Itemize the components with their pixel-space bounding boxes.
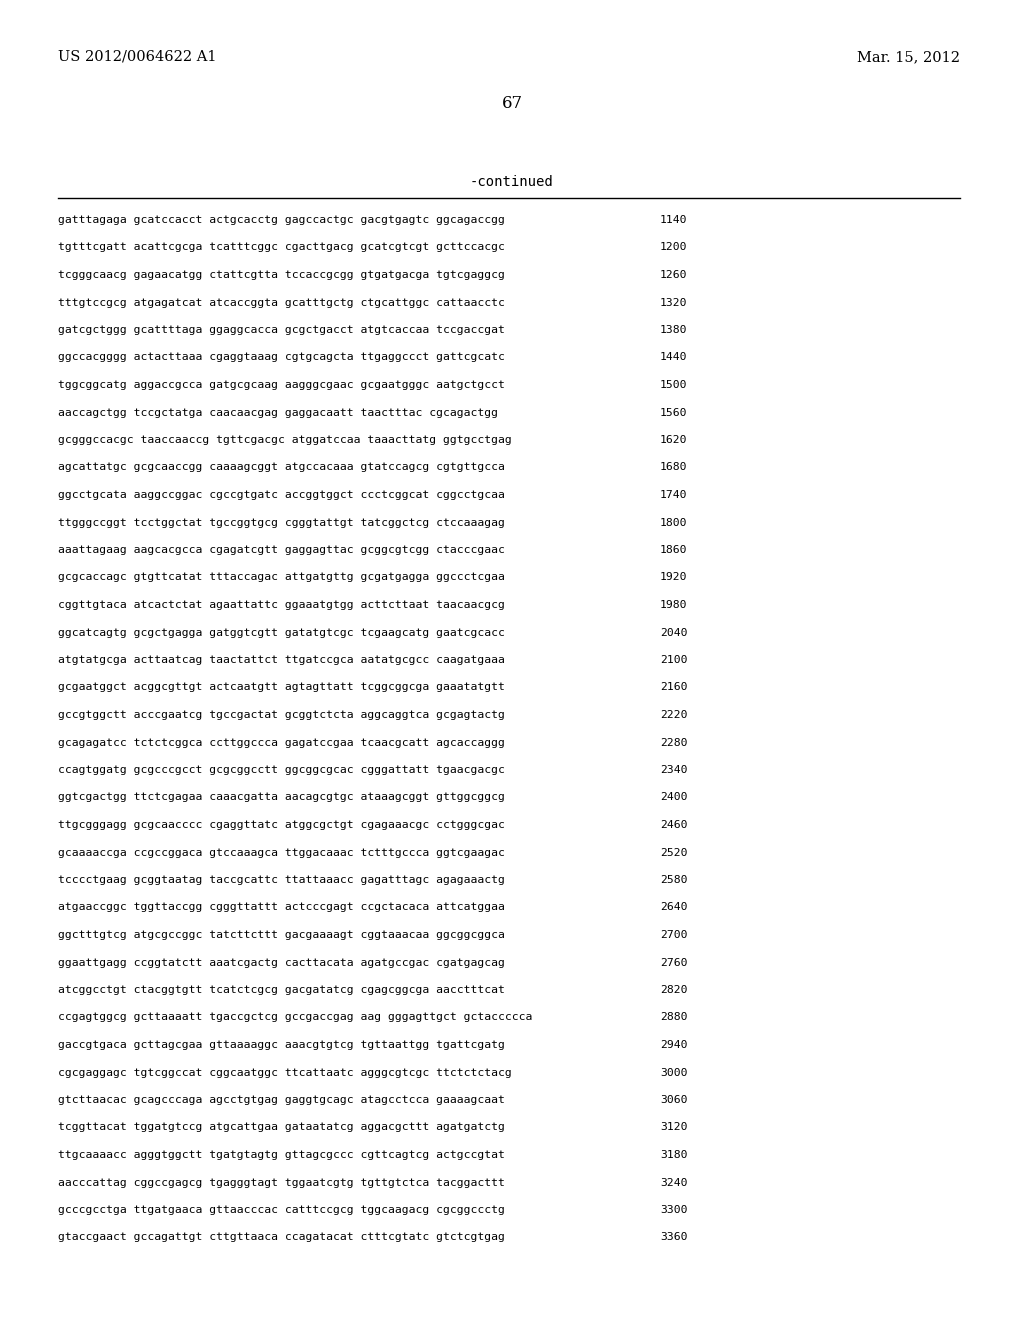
- Text: -continued: -continued: [470, 176, 554, 189]
- Text: ttgcaaaacc agggtggctt tgatgtagtg gttagcgccc cgttcagtcg actgccgtat: ttgcaaaacc agggtggctt tgatgtagtg gttagcg…: [58, 1150, 505, 1160]
- Text: tcggttacat tggatgtccg atgcattgaa gataatatcg aggacgcttt agatgatctg: tcggttacat tggatgtccg atgcattgaa gataata…: [58, 1122, 505, 1133]
- Text: aaattagaag aagcacgcca cgagatcgtt gaggagttac gcggcgtcgg ctacccgaac: aaattagaag aagcacgcca cgagatcgtt gaggagt…: [58, 545, 505, 554]
- Text: ttgcgggagg gcgcaacccc cgaggttatc atggcgctgt cgagaaacgc cctgggcgac: ttgcgggagg gcgcaacccc cgaggttatc atggcgc…: [58, 820, 505, 830]
- Text: atgtatgcga acttaatcag taactattct ttgatccgca aatatgcgcc caagatgaaa: atgtatgcga acttaatcag taactattct ttgatcc…: [58, 655, 505, 665]
- Text: atgaaccggc tggttaccgg cgggttattt actcccgagt ccgctacaca attcatggaa: atgaaccggc tggttaccgg cgggttattt actcccg…: [58, 903, 505, 912]
- Text: ggccacgggg actacttaaa cgaggtaaag cgtgcagcta ttgaggccct gattcgcatc: ggccacgggg actacttaaa cgaggtaaag cgtgcag…: [58, 352, 505, 363]
- Text: 1860: 1860: [660, 545, 687, 554]
- Text: ttgggccggt tcctggctat tgccggtgcg cgggtattgt tatcggctcg ctccaaagag: ttgggccggt tcctggctat tgccggtgcg cgggtat…: [58, 517, 505, 528]
- Text: 1920: 1920: [660, 573, 687, 582]
- Text: atcggcctgt ctacggtgtt tcatctcgcg gacgatatcg cgagcggcga aacctttcat: atcggcctgt ctacggtgtt tcatctcgcg gacgata…: [58, 985, 505, 995]
- Text: 1200: 1200: [660, 243, 687, 252]
- Text: tgtttcgatt acattcgcga tcatttcggc cgacttgacg gcatcgtcgt gcttccacgc: tgtttcgatt acattcgcga tcatttcggc cgacttg…: [58, 243, 505, 252]
- Text: tcccctgaag gcggtaatag taccgcattc ttattaaacc gagatttagc agagaaactg: tcccctgaag gcggtaatag taccgcattc ttattaa…: [58, 875, 505, 884]
- Text: ccagtggatg gcgcccgcct gcgcggcctt ggcggcgcac cgggattatt tgaacgacgc: ccagtggatg gcgcccgcct gcgcggcctt ggcggcg…: [58, 766, 505, 775]
- Text: 2700: 2700: [660, 931, 687, 940]
- Text: 3240: 3240: [660, 1177, 687, 1188]
- Text: agcattatgc gcgcaaccgg caaaagcggt atgccacaaa gtatccagcg cgtgttgcca: agcattatgc gcgcaaccgg caaaagcggt atgccac…: [58, 462, 505, 473]
- Text: tttgtccgcg atgagatcat atcaccggta gcatttgctg ctgcattggc cattaacctc: tttgtccgcg atgagatcat atcaccggta gcatttg…: [58, 297, 505, 308]
- Text: 2340: 2340: [660, 766, 687, 775]
- Text: gtcttaacac gcagcccaga agcctgtgag gaggtgcagc atagcctcca gaaaagcaat: gtcttaacac gcagcccaga agcctgtgag gaggtgc…: [58, 1096, 505, 1105]
- Text: US 2012/0064622 A1: US 2012/0064622 A1: [58, 50, 216, 63]
- Text: cgcgaggagc tgtcggccat cggcaatggc ttcattaatc agggcgtcgc ttctctctacg: cgcgaggagc tgtcggccat cggcaatggc ttcatta…: [58, 1068, 512, 1077]
- Text: tggcggcatg aggaccgcca gatgcgcaag aagggcgaac gcgaatgggc aatgctgcct: tggcggcatg aggaccgcca gatgcgcaag aagggcg…: [58, 380, 505, 389]
- Text: aacccattag cggccgagcg tgagggtagt tggaatcgtg tgttgtctca tacggacttt: aacccattag cggccgagcg tgagggtagt tggaatc…: [58, 1177, 505, 1188]
- Text: ggctttgtcg atgcgccggc tatcttcttt gacgaaaagt cggtaaacaa ggcggcggca: ggctttgtcg atgcgccggc tatcttcttt gacgaaa…: [58, 931, 505, 940]
- Text: 2820: 2820: [660, 985, 687, 995]
- Text: 3000: 3000: [660, 1068, 687, 1077]
- Text: 2220: 2220: [660, 710, 687, 719]
- Text: 1800: 1800: [660, 517, 687, 528]
- Text: 1140: 1140: [660, 215, 687, 224]
- Text: 1260: 1260: [660, 271, 687, 280]
- Text: 1380: 1380: [660, 325, 687, 335]
- Text: 3060: 3060: [660, 1096, 687, 1105]
- Text: cggttgtaca atcactctat agaattattc ggaaatgtgg acttcttaat taacaacgcg: cggttgtaca atcactctat agaattattc ggaaatg…: [58, 601, 505, 610]
- Text: 1320: 1320: [660, 297, 687, 308]
- Text: 2460: 2460: [660, 820, 687, 830]
- Text: tcgggcaacg gagaacatgg ctattcgtta tccaccgcgg gtgatgacga tgtcgaggcg: tcgggcaacg gagaacatgg ctattcgtta tccaccg…: [58, 271, 505, 280]
- Text: 1440: 1440: [660, 352, 687, 363]
- Text: gcgggccacgc taaccaaccg tgttcgacgc atggatccaa taaacttatg ggtgcctgag: gcgggccacgc taaccaaccg tgttcgacgc atggat…: [58, 436, 512, 445]
- Text: 1620: 1620: [660, 436, 687, 445]
- Text: 3300: 3300: [660, 1205, 687, 1214]
- Text: 2520: 2520: [660, 847, 687, 858]
- Text: gcagagatcc tctctcggca ccttggccca gagatccgaa tcaacgcatt agcaccaggg: gcagagatcc tctctcggca ccttggccca gagatcc…: [58, 738, 505, 747]
- Text: 2580: 2580: [660, 875, 687, 884]
- Text: 2640: 2640: [660, 903, 687, 912]
- Text: gaccgtgaca gcttagcgaa gttaaaaggc aaacgtgtcg tgttaattgg tgattcgatg: gaccgtgaca gcttagcgaa gttaaaaggc aaacgtg…: [58, 1040, 505, 1049]
- Text: 2160: 2160: [660, 682, 687, 693]
- Text: 2100: 2100: [660, 655, 687, 665]
- Text: aaccagctgg tccgctatga caacaacgag gaggacaatt taactttac cgcagactgg: aaccagctgg tccgctatga caacaacgag gaggaca…: [58, 408, 498, 417]
- Text: 2040: 2040: [660, 627, 687, 638]
- Text: 1680: 1680: [660, 462, 687, 473]
- Text: 2400: 2400: [660, 792, 687, 803]
- Text: ggtcgactgg ttctcgagaa caaacgatta aacagcgtgc ataaagcggt gttggcggcg: ggtcgactgg ttctcgagaa caaacgatta aacagcg…: [58, 792, 505, 803]
- Text: ccgagtggcg gcttaaaatt tgaccgctcg gccgaccgag aag gggagttgct gctaccccca: ccgagtggcg gcttaaaatt tgaccgctcg gccgacc…: [58, 1012, 532, 1023]
- Text: ggcctgcata aaggccggac cgccgtgatc accggtggct ccctcggcat cggcctgcaa: ggcctgcata aaggccggac cgccgtgatc accggtg…: [58, 490, 505, 500]
- Text: gatcgctggg gcattttaga ggaggcacca gcgctgacct atgtcaccaa tccgaccgat: gatcgctggg gcattttaga ggaggcacca gcgctga…: [58, 325, 505, 335]
- Text: gcgcaccagc gtgttcatat tttaccagac attgatgttg gcgatgagga ggccctcgaa: gcgcaccagc gtgttcatat tttaccagac attgatg…: [58, 573, 505, 582]
- Text: 1980: 1980: [660, 601, 687, 610]
- Text: 3360: 3360: [660, 1233, 687, 1242]
- Text: gcccgcctga ttgatgaaca gttaacccac catttccgcg tggcaagacg cgcggccctg: gcccgcctga ttgatgaaca gttaacccac catttcc…: [58, 1205, 505, 1214]
- Text: gccgtggctt acccgaatcg tgccgactat gcggtctcta aggcaggtca gcgagtactg: gccgtggctt acccgaatcg tgccgactat gcggtct…: [58, 710, 505, 719]
- Text: 1500: 1500: [660, 380, 687, 389]
- Text: 2880: 2880: [660, 1012, 687, 1023]
- Text: ggaattgagg ccggtatctt aaatcgactg cacttacata agatgccgac cgatgagcag: ggaattgagg ccggtatctt aaatcgactg cacttac…: [58, 957, 505, 968]
- Text: 2280: 2280: [660, 738, 687, 747]
- Text: 1740: 1740: [660, 490, 687, 500]
- Text: gcaaaaccga ccgccggaca gtccaaagca ttggacaaac tctttgccca ggtcgaagac: gcaaaaccga ccgccggaca gtccaaagca ttggaca…: [58, 847, 505, 858]
- Text: 2940: 2940: [660, 1040, 687, 1049]
- Text: 67: 67: [502, 95, 522, 112]
- Text: 1560: 1560: [660, 408, 687, 417]
- Text: 3120: 3120: [660, 1122, 687, 1133]
- Text: 3180: 3180: [660, 1150, 687, 1160]
- Text: gtaccgaact gccagattgt cttgttaaca ccagatacat ctttcgtatc gtctcgtgag: gtaccgaact gccagattgt cttgttaaca ccagata…: [58, 1233, 505, 1242]
- Text: ggcatcagtg gcgctgagga gatggtcgtt gatatgtcgc tcgaagcatg gaatcgcacc: ggcatcagtg gcgctgagga gatggtcgtt gatatgt…: [58, 627, 505, 638]
- Text: gcgaatggct acggcgttgt actcaatgtt agtagttatt tcggcggcga gaaatatgtt: gcgaatggct acggcgttgt actcaatgtt agtagtt…: [58, 682, 505, 693]
- Text: 2760: 2760: [660, 957, 687, 968]
- Text: Mar. 15, 2012: Mar. 15, 2012: [857, 50, 961, 63]
- Text: gatttagaga gcatccacct actgcacctg gagccactgc gacgtgagtc ggcagaccgg: gatttagaga gcatccacct actgcacctg gagccac…: [58, 215, 505, 224]
